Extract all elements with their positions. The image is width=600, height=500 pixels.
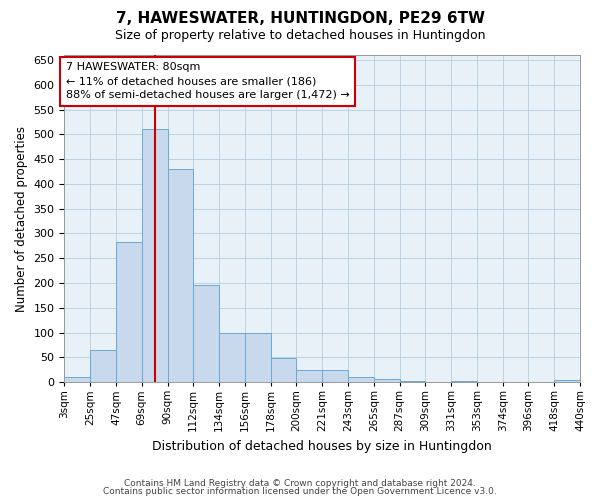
- Text: 7 HAWESWATER: 80sqm
← 11% of detached houses are smaller (186)
88% of semi-detac: 7 HAWESWATER: 80sqm ← 11% of detached ho…: [65, 62, 349, 100]
- Bar: [400, 380, 425, 382]
- Bar: [554, 380, 580, 382]
- Bar: [64, 377, 90, 382]
- Bar: [271, 358, 296, 382]
- Text: Size of property relative to detached houses in Huntingdon: Size of property relative to detached ho…: [115, 28, 485, 42]
- Bar: [219, 332, 245, 382]
- Bar: [451, 381, 477, 382]
- X-axis label: Distribution of detached houses by size in Huntingdon: Distribution of detached houses by size …: [152, 440, 492, 452]
- Bar: [90, 350, 116, 382]
- Text: Contains public sector information licensed under the Open Government Licence v3: Contains public sector information licen…: [103, 487, 497, 496]
- Bar: [116, 242, 142, 382]
- Bar: [245, 332, 271, 382]
- Bar: [348, 377, 374, 382]
- Bar: [193, 286, 219, 382]
- Bar: [142, 130, 167, 382]
- Bar: [296, 370, 322, 382]
- Bar: [374, 378, 400, 382]
- Y-axis label: Number of detached properties: Number of detached properties: [15, 126, 28, 312]
- Text: 7, HAWESWATER, HUNTINGDON, PE29 6TW: 7, HAWESWATER, HUNTINGDON, PE29 6TW: [115, 11, 485, 26]
- Text: Contains HM Land Registry data © Crown copyright and database right 2024.: Contains HM Land Registry data © Crown c…: [124, 478, 476, 488]
- Bar: [167, 169, 193, 382]
- Bar: [322, 370, 348, 382]
